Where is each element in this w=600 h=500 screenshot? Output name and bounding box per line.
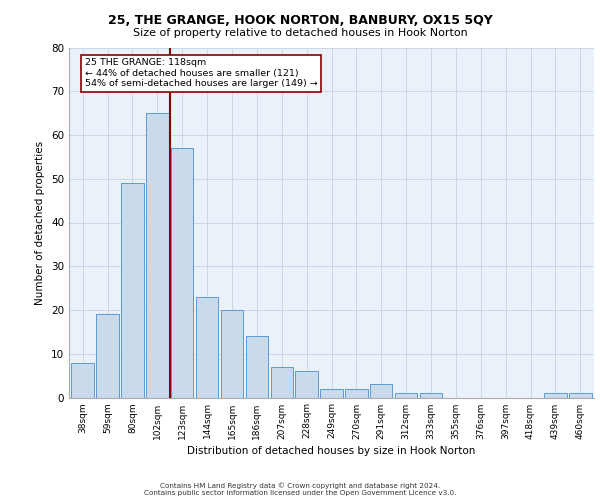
Bar: [121, 183, 143, 398]
Bar: [345, 389, 368, 398]
Text: Size of property relative to detached houses in Hook Norton: Size of property relative to detached ho…: [133, 28, 467, 38]
Bar: [420, 393, 442, 398]
Bar: [245, 336, 268, 398]
Bar: [370, 384, 392, 398]
Bar: [271, 367, 293, 398]
Bar: [196, 297, 218, 398]
Bar: [569, 393, 592, 398]
Bar: [544, 393, 566, 398]
Bar: [97, 314, 119, 398]
Text: 25, THE GRANGE, HOOK NORTON, BANBURY, OX15 5QY: 25, THE GRANGE, HOOK NORTON, BANBURY, OX…: [107, 14, 493, 27]
Bar: [320, 389, 343, 398]
Bar: [171, 148, 193, 398]
Text: Contains HM Land Registry data © Crown copyright and database right 2024.
Contai: Contains HM Land Registry data © Crown c…: [144, 482, 456, 496]
Bar: [295, 371, 318, 398]
Text: 25 THE GRANGE: 118sqm
← 44% of detached houses are smaller (121)
54% of semi-det: 25 THE GRANGE: 118sqm ← 44% of detached …: [85, 58, 317, 88]
Bar: [221, 310, 243, 398]
Bar: [395, 393, 418, 398]
Bar: [146, 113, 169, 398]
Bar: [71, 362, 94, 398]
Y-axis label: Number of detached properties: Number of detached properties: [35, 140, 46, 304]
X-axis label: Distribution of detached houses by size in Hook Norton: Distribution of detached houses by size …: [187, 446, 476, 456]
